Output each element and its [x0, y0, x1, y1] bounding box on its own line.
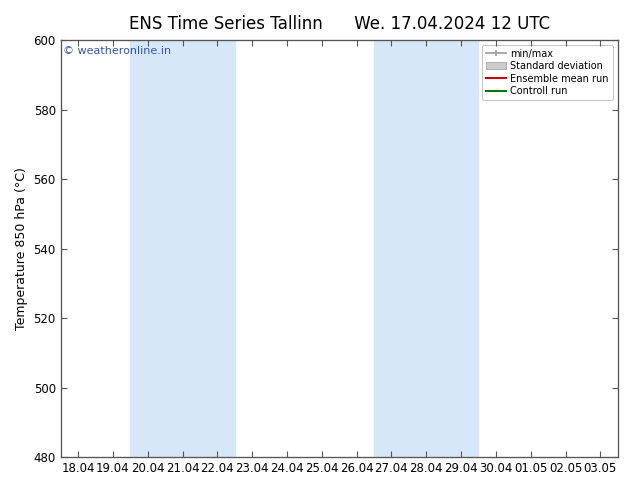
Y-axis label: Temperature 850 hPa (°C): Temperature 850 hPa (°C): [15, 167, 28, 330]
Legend: min/max, Standard deviation, Ensemble mean run, Controll run: min/max, Standard deviation, Ensemble me…: [482, 45, 613, 100]
Bar: [131, 40, 235, 457]
Title: ENS Time Series Tallinn      We. 17.04.2024 12 UTC: ENS Time Series Tallinn We. 17.04.2024 1…: [129, 15, 550, 33]
Text: © weatheronline.in: © weatheronline.in: [63, 47, 172, 56]
Bar: [374, 40, 479, 457]
